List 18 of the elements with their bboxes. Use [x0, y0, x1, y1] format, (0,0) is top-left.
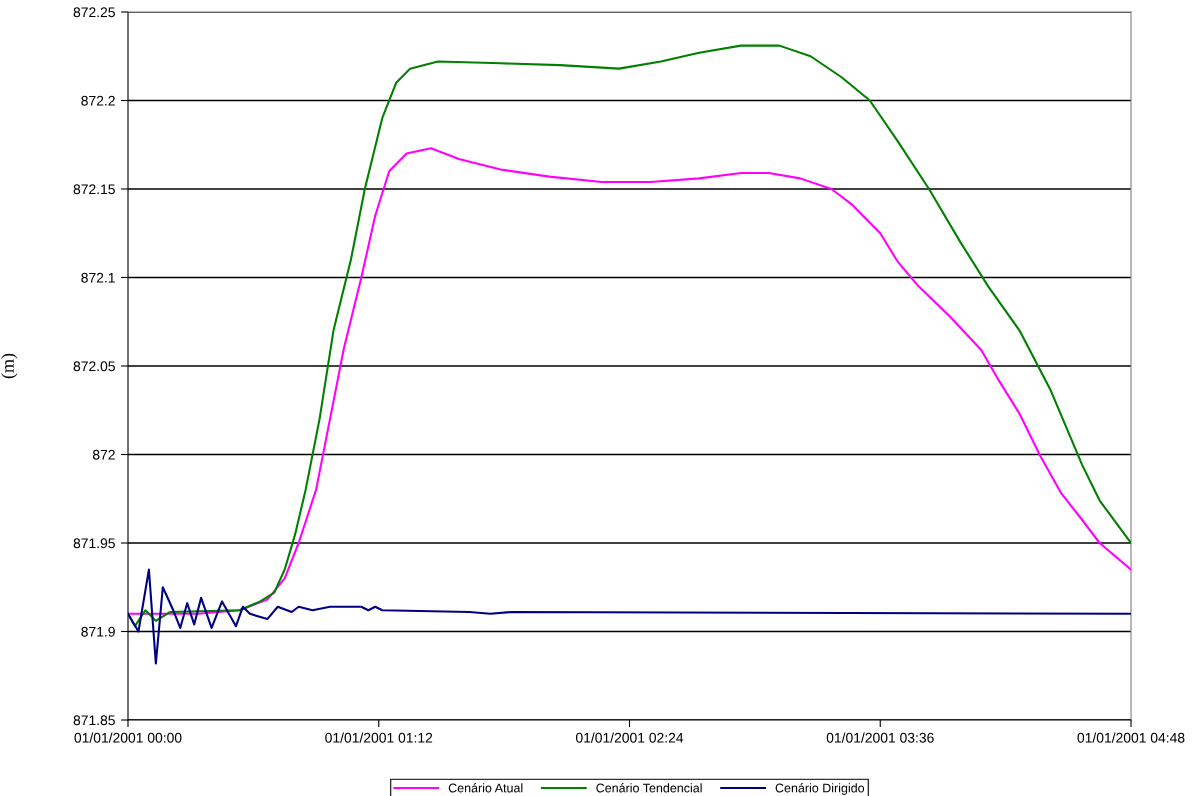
x-tick-label: 01/01/2001 01:12 [325, 732, 433, 743]
y-tick-label: 872 [92, 449, 115, 460]
x-tick-label: 01/01/2001 02:24 [575, 732, 684, 743]
legend-label: Cenário Dirigido [775, 783, 865, 795]
legend-label: Cenário Atual [448, 783, 523, 793]
x-tick-label: 01/01/2001 03:36 [826, 732, 934, 743]
y-tick-label: 872.15 [73, 184, 115, 195]
x-tick-label: 01/01/2001 04:48 [1077, 732, 1185, 743]
y-tick-label: 872.25 [73, 7, 115, 18]
y-tick-label: 872.2 [81, 95, 115, 106]
y-tick-label: 871.95 [73, 538, 115, 549]
y-tick-label: 871.85 [73, 715, 115, 726]
y-tick-label: 871.9 [81, 626, 115, 637]
y-tick-label: 872.05 [73, 361, 115, 372]
legend-label: Cenário Tendencial [596, 783, 702, 793]
x-tick-label: 01/01/2001 00:00 [74, 732, 182, 743]
y-tick-label: 872.1 [81, 272, 115, 283]
y-axis-title: (m) [1, 353, 18, 379]
